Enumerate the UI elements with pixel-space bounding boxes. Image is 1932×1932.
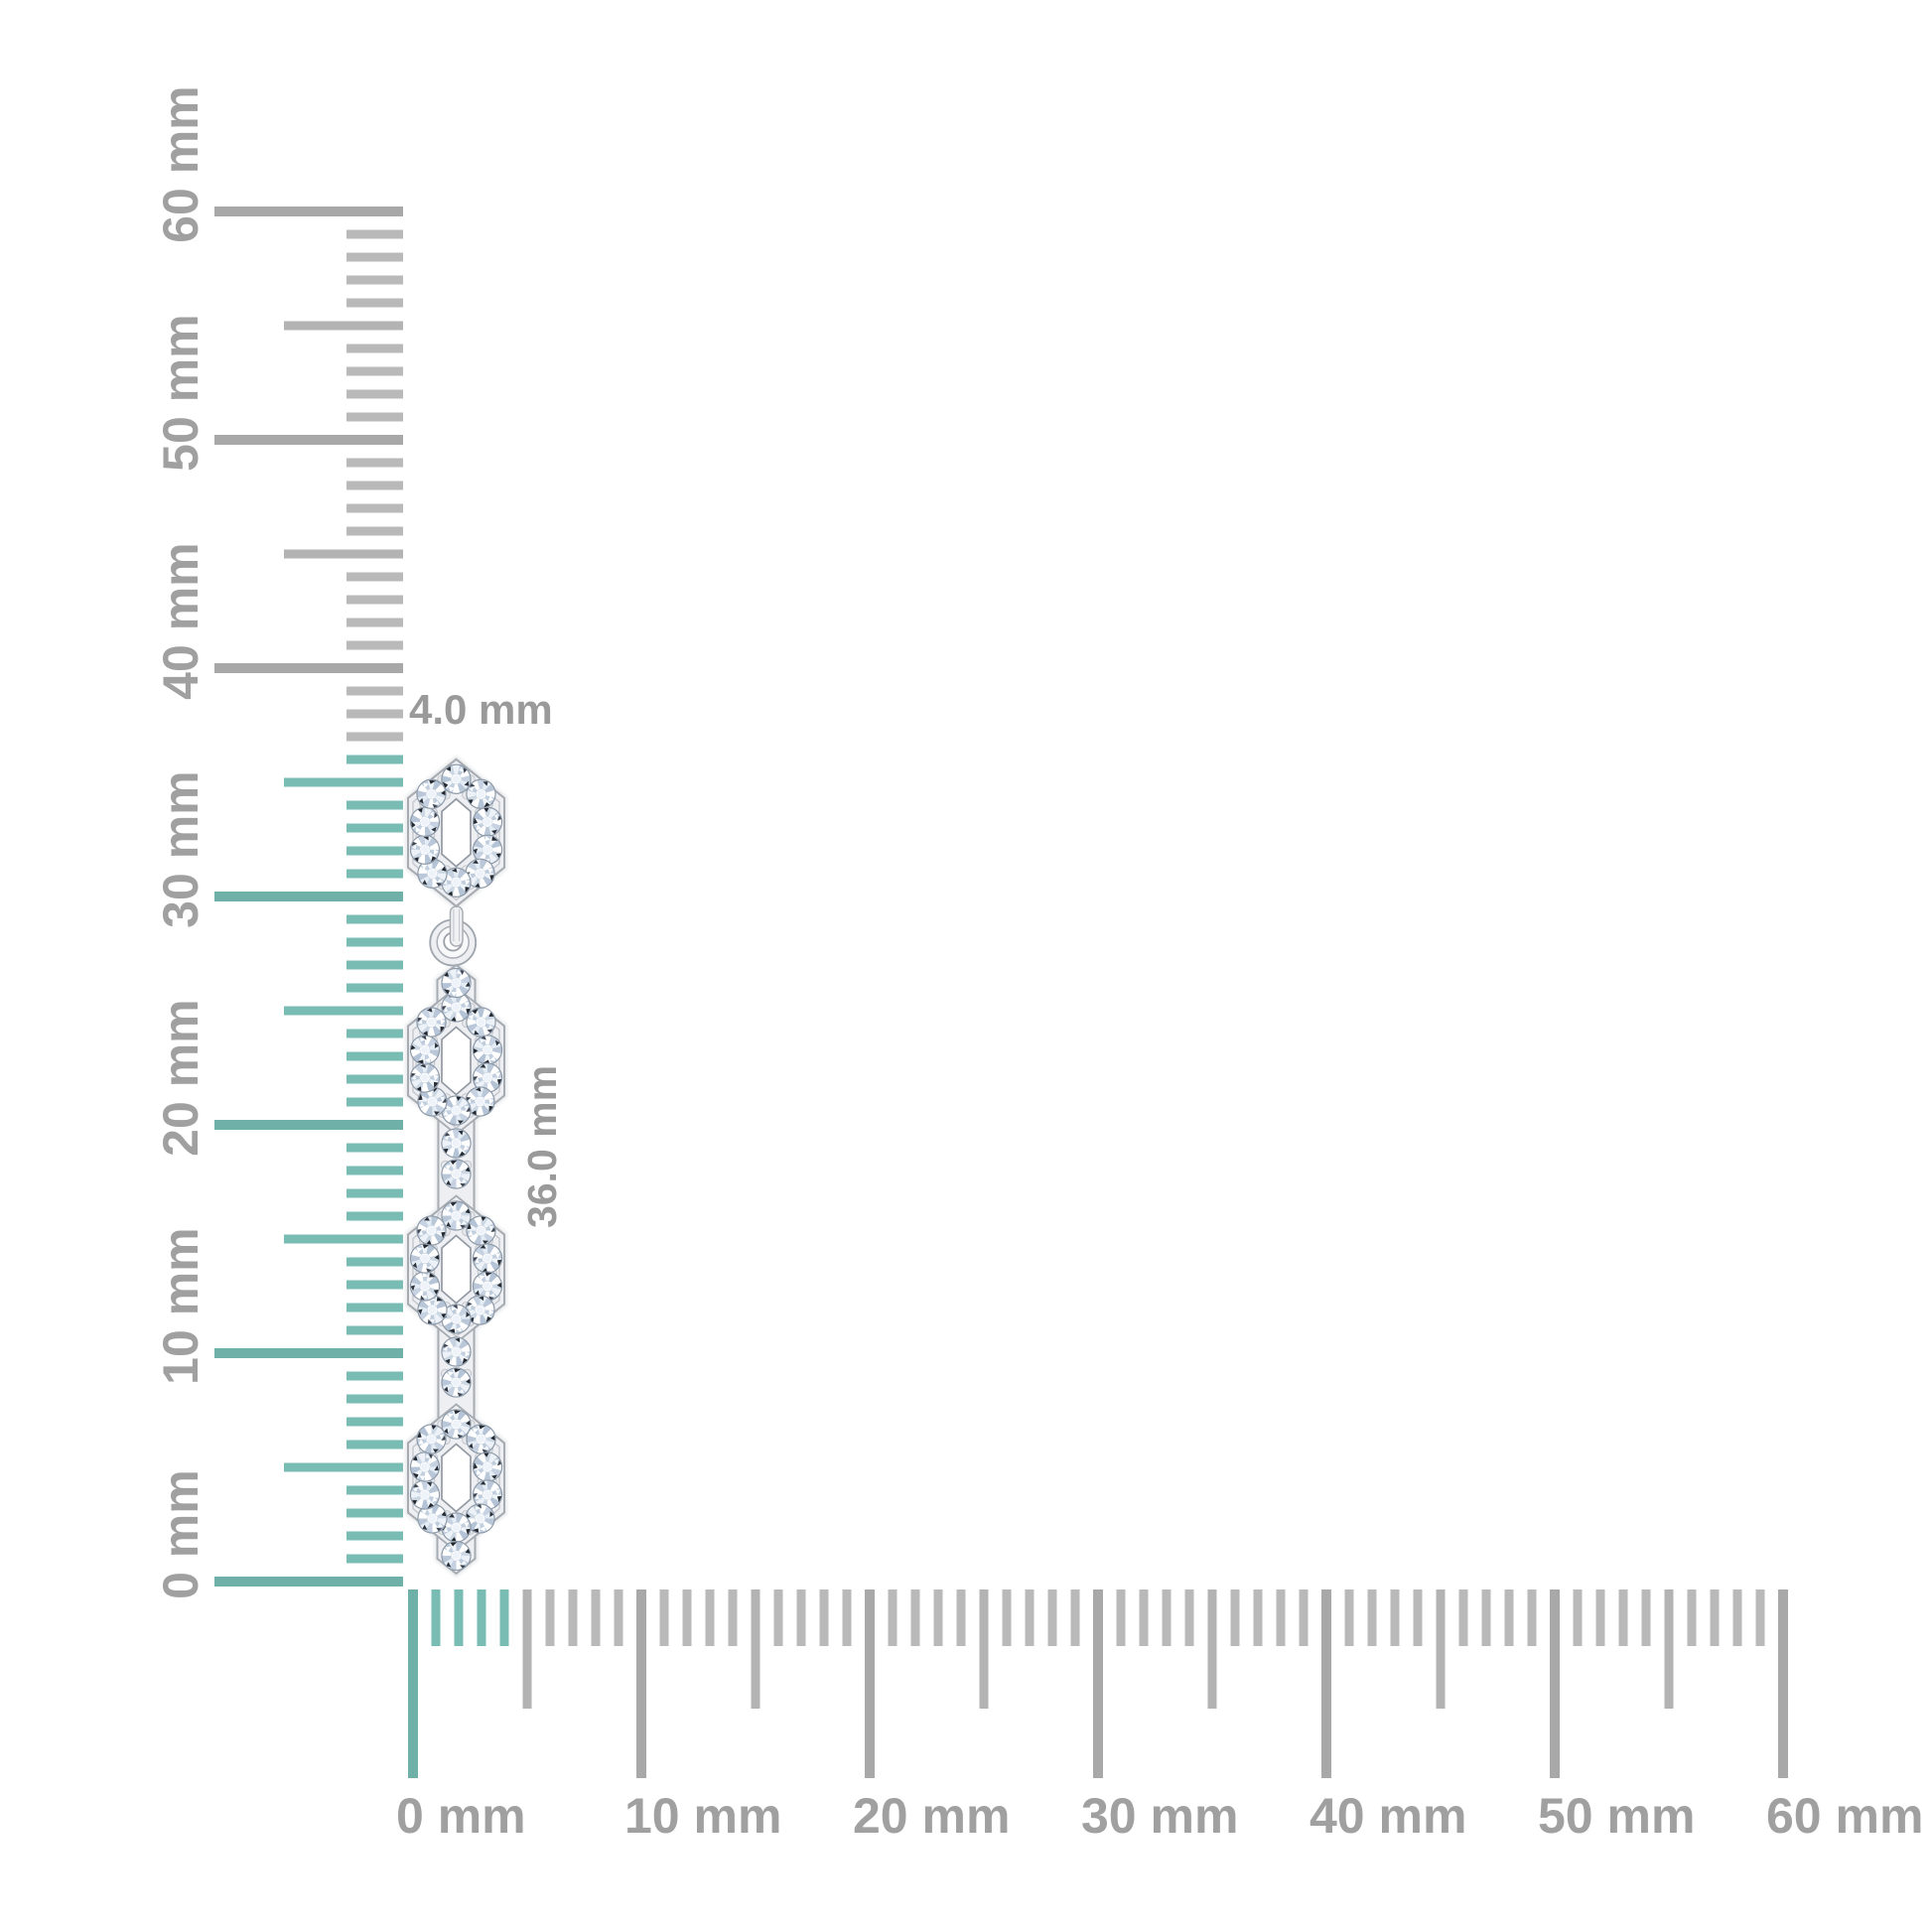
- svg-text:36.0 mm: 36.0 mm: [519, 1065, 565, 1228]
- svg-text:40 mm: 40 mm: [153, 542, 208, 699]
- svg-text:30 mm: 30 mm: [153, 770, 208, 927]
- svg-text:60 mm: 60 mm: [153, 85, 208, 242]
- svg-text:30 mm: 30 mm: [1081, 1788, 1238, 1844]
- svg-text:10 mm: 10 mm: [153, 1227, 208, 1384]
- svg-text:20 mm: 20 mm: [153, 999, 208, 1156]
- svg-text:10 mm: 10 mm: [624, 1788, 781, 1844]
- svg-text:0 mm: 0 mm: [396, 1788, 526, 1844]
- svg-text:20 mm: 20 mm: [853, 1788, 1010, 1844]
- svg-text:60 mm: 60 mm: [1766, 1788, 1923, 1844]
- svg-text:50 mm: 50 mm: [1538, 1788, 1695, 1844]
- svg-text:50 mm: 50 mm: [153, 314, 208, 471]
- svg-text:4.0 mm: 4.0 mm: [409, 686, 553, 733]
- svg-text:0 mm: 0 mm: [153, 1469, 208, 1599]
- svg-text:40 mm: 40 mm: [1310, 1788, 1466, 1844]
